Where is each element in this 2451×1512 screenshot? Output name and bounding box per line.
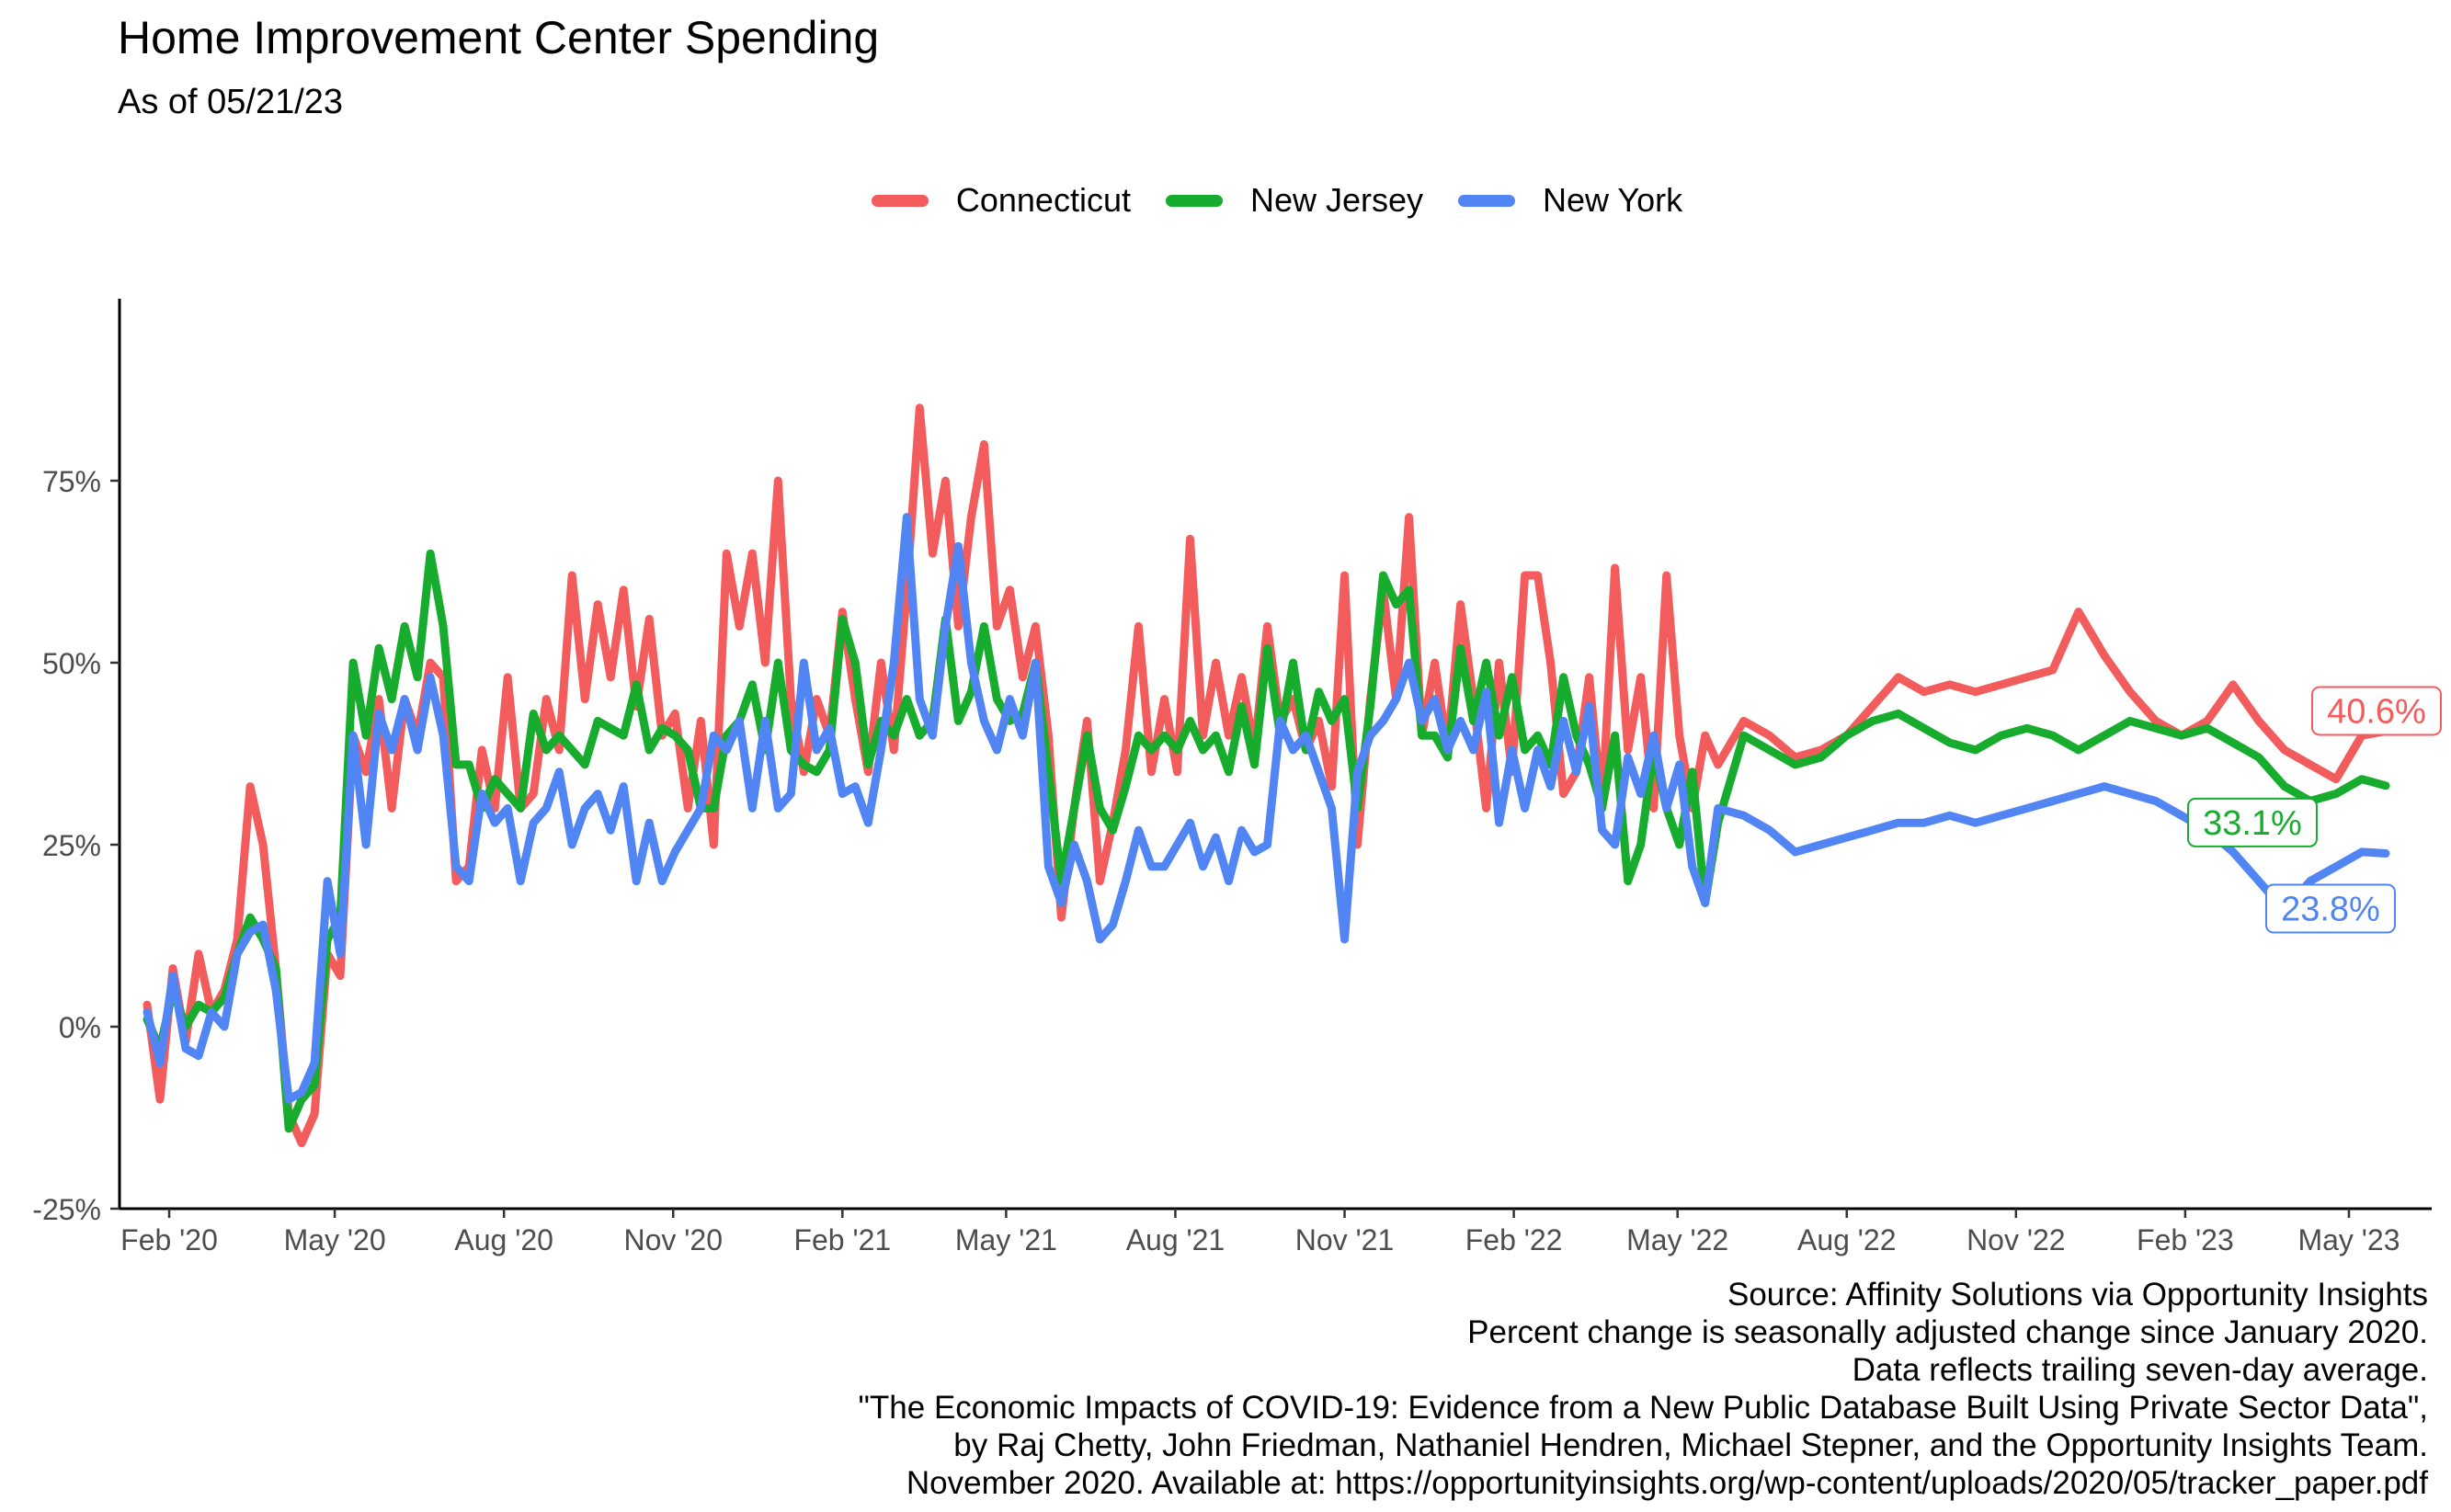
caption-line: Percent change is seasonally adjusted ch…: [1467, 1314, 2428, 1350]
legend-item-new-jersey: New Jersey: [1165, 181, 1424, 220]
x-tick-label: Feb '23: [2137, 1223, 2234, 1256]
legend-item-connecticut: Connecticut: [871, 181, 1131, 220]
end-label-connecticut: 40.6%: [2327, 692, 2426, 731]
x-tick-label: Feb '22: [1465, 1223, 1563, 1256]
chart-plot: -25% 0% 25% 50% 75% Feb '20 May '20 Aug '20 Nov …: [32, 299, 2442, 1256]
chart-title: Home Improvement Center Spending: [118, 12, 880, 63]
y-tick-label: 75%: [42, 465, 101, 498]
y-tick-label: 25%: [42, 829, 101, 862]
legend-swatch-connecticut: [871, 194, 929, 207]
x-tick-label: Aug '21: [1126, 1223, 1226, 1256]
series-line-new-jersey: [142, 549, 2390, 1133]
legend-item-new-york: New York: [1458, 181, 1682, 220]
y-tick-label: 50%: [42, 647, 101, 680]
x-tick-label: Nov '20: [623, 1223, 723, 1256]
caption-line: by Raj Chetty, John Friedman, Nathaniel …: [953, 1427, 2428, 1463]
x-tick-label: Aug '20: [454, 1223, 553, 1256]
legend-label-new-york: New York: [1543, 181, 1683, 219]
caption-line: November 2020. Available at: https://opp…: [906, 1465, 2428, 1501]
end-label-new-york: 23.8%: [2281, 891, 2380, 929]
legend-swatch-new-york: [1458, 194, 1516, 207]
caption-line: "The Economic Impacts of COVID-19: Evide…: [858, 1390, 2429, 1426]
chart-subtitle: As of 05/21/23: [118, 83, 344, 121]
x-tick-label: Nov '21: [1295, 1223, 1395, 1256]
y-tick-label: -25%: [32, 1193, 101, 1226]
x-tick-label: May '20: [284, 1223, 386, 1256]
series-line-connecticut: [142, 404, 2390, 1148]
end-label-box-new-jersey: [2186, 797, 2318, 847]
legend: Connecticut New Jersey New York: [0, 181, 2451, 220]
y-tick-label: 0%: [59, 1011, 101, 1044]
end-label-box-connecticut: [2310, 686, 2442, 736]
x-tick-label: Aug '22: [1797, 1223, 1897, 1256]
caption-line: Source: Affinity Solutions via Opportuni…: [1727, 1277, 2428, 1313]
legend-label-connecticut: Connecticut: [955, 181, 1131, 219]
legend-label-new-jersey: New Jersey: [1249, 181, 1424, 219]
x-tick-label: Nov '22: [1966, 1223, 2066, 1256]
series-line-new-york: [142, 513, 2390, 1104]
end-label-box-new-york: [2264, 883, 2396, 934]
x-tick-label: May '23: [2297, 1223, 2400, 1256]
x-tick-label: May '21: [955, 1223, 1057, 1256]
end-label-new-jersey: 33.1%: [2203, 804, 2302, 843]
x-tick-label: Feb '21: [793, 1223, 891, 1256]
caption-line: Data reflects trailing seven-day average…: [1852, 1352, 2428, 1388]
source-caption: Source: Affinity Solutions via Opportuni…: [859, 1276, 2429, 1502]
x-tick-label: Feb '20: [120, 1223, 218, 1256]
x-tick-label: May '22: [1626, 1223, 1728, 1256]
legend-swatch-new-jersey: [1165, 194, 1223, 207]
